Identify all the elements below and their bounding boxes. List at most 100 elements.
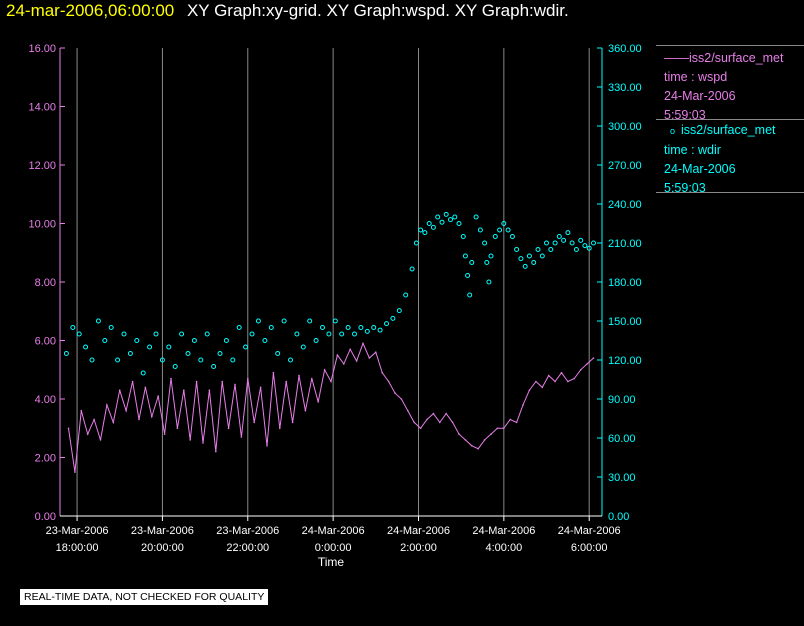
wspd-point-43 (343, 363, 345, 365)
wdir-point-55 (413, 240, 419, 246)
right-tick-label-1: 30.00 (608, 472, 636, 484)
wspd-point-66 (490, 433, 492, 435)
wdir-point-56 (418, 227, 424, 233)
wdir-point-49 (377, 327, 383, 333)
x-tick-label-date-3: 24-Mar-2006 (302, 525, 365, 537)
wspd-point-72 (528, 389, 531, 392)
wdir-point-39 (313, 338, 319, 343)
left-tick-label-4: 8.00 (35, 277, 56, 289)
wdir-point-41 (326, 331, 332, 337)
wdir-point-95 (569, 240, 575, 246)
wdir-point-98 (582, 243, 588, 249)
wspd-point-7 (112, 421, 115, 424)
wspd-point-37 (304, 409, 307, 412)
legend-wdir-time: 5:59:03 (664, 181, 706, 195)
wspd-point-39 (317, 401, 320, 403)
title-datetime: 24-mar-2006,06:00:00 (6, 1, 175, 20)
right-tick-label-6: 180.00 (608, 277, 642, 289)
wspd-point-69 (509, 418, 512, 421)
wspd-point-70 (515, 421, 518, 424)
wdir-point-38 (307, 318, 313, 324)
wdir-point-51 (390, 315, 396, 321)
wspd-point-3 (86, 433, 89, 435)
wdir-point-92 (556, 234, 562, 239)
right-tick-label-3: 90.00 (608, 394, 636, 406)
wspd-point-10 (131, 380, 134, 383)
wspd-point-63 (471, 445, 473, 447)
wspd-point-5 (99, 439, 102, 441)
wspd-point-19 (189, 439, 191, 441)
wdir-point-61 (439, 219, 445, 225)
wdir-point-78 (497, 227, 503, 233)
wdir-point-66 (460, 234, 466, 239)
x-tick-label-time-4: 2:00:00 (400, 542, 437, 554)
wdir-point-15 (159, 357, 165, 363)
wdir-point-27 (236, 325, 242, 330)
legend-wdir-source: iss2/surface_met (681, 123, 776, 137)
left-tick-label-8: 16.00 (28, 43, 56, 55)
wdir-point-33 (275, 351, 281, 356)
wdir-point-87 (535, 247, 541, 252)
wspd-point-52 (400, 398, 403, 400)
wspd-point-36 (298, 374, 300, 377)
wspd-point-24 (221, 380, 223, 383)
wdir-point-48 (371, 325, 377, 330)
right-tick-label-11: 330.00 (608, 82, 642, 94)
wspd-point-48 (375, 351, 377, 354)
wdir-point-73 (482, 240, 488, 246)
x-tick-label-time-0: 18:00:00 (56, 542, 99, 554)
wspd-point-53 (407, 409, 409, 412)
wdir-point-46 (358, 325, 364, 330)
x-tick-label-time-6: 6:00:00 (571, 542, 608, 554)
wdir-point-91 (552, 240, 558, 246)
wdir-point-5 (95, 318, 101, 324)
wspd-point-27 (240, 436, 243, 438)
quality-disclaimer: REAL-TIME DATA, NOT CHECKED FOR QUALITY (20, 589, 269, 605)
wdir-point-88 (539, 253, 545, 259)
wdir-point-65 (456, 221, 462, 226)
wdir-point-20 (191, 338, 197, 343)
wspd-point-25 (227, 427, 230, 430)
wspd-point-16 (170, 377, 172, 380)
wdir-point-75 (486, 279, 492, 285)
wdir-point-63 (448, 217, 453, 223)
x-axis-label: Time (318, 555, 345, 569)
wdir-point-37 (300, 344, 306, 350)
legend-wdir-marker-icon: o (670, 126, 676, 136)
wdir-point-47 (364, 328, 370, 334)
wspd-point-82 (592, 357, 595, 359)
wspd-point-8 (118, 389, 121, 392)
wdir-point-50 (384, 321, 389, 327)
wspd-point-41 (330, 380, 332, 383)
legend-separator-middle (656, 119, 804, 120)
wspd-point-26 (234, 383, 236, 386)
right-tick-label-5: 150.00 (608, 316, 642, 328)
right-tick-label-10: 300.00 (608, 121, 642, 133)
right-tick-label-2: 60.00 (608, 433, 636, 445)
wdir-point-68 (465, 273, 471, 278)
wspd-point-47 (368, 357, 371, 359)
wdir-point-3 (83, 344, 89, 350)
wdir-point-67 (462, 253, 468, 259)
right-y-axis-wdir: 0.00 30.00 60.00 90.00 120.00 150.00 180.00 210… (597, 43, 642, 523)
wspd-point-64 (477, 447, 480, 450)
wdir-point-6 (102, 338, 108, 343)
wspd-point-6 (106, 404, 108, 406)
legend-wspd-date: 24-Mar-2006 (664, 89, 736, 103)
series-wspd-line (67, 342, 595, 473)
wdir-point-30 (255, 318, 261, 324)
wdir-point-1 (70, 325, 76, 330)
wdir-point-96 (573, 247, 579, 252)
left-y-axis-wspd: 0.00 2.00 4.00 6.00 8.00 10.00 12.00 14.00 16.00 (28, 43, 65, 523)
wspd-point-28 (247, 377, 249, 380)
wspd-point-81 (586, 363, 588, 365)
wdir-point-24 (217, 351, 223, 356)
wdir-point-69 (467, 292, 473, 298)
left-tick-label-7: 14.00 (28, 102, 56, 114)
left-tick-label-3: 6.00 (35, 336, 56, 348)
wspd-point-68 (503, 427, 505, 430)
wspd-point-34 (285, 380, 288, 383)
wspd-point-2 (80, 409, 83, 412)
wspd-point-44 (349, 348, 352, 351)
wspd-point-33 (279, 427, 281, 430)
